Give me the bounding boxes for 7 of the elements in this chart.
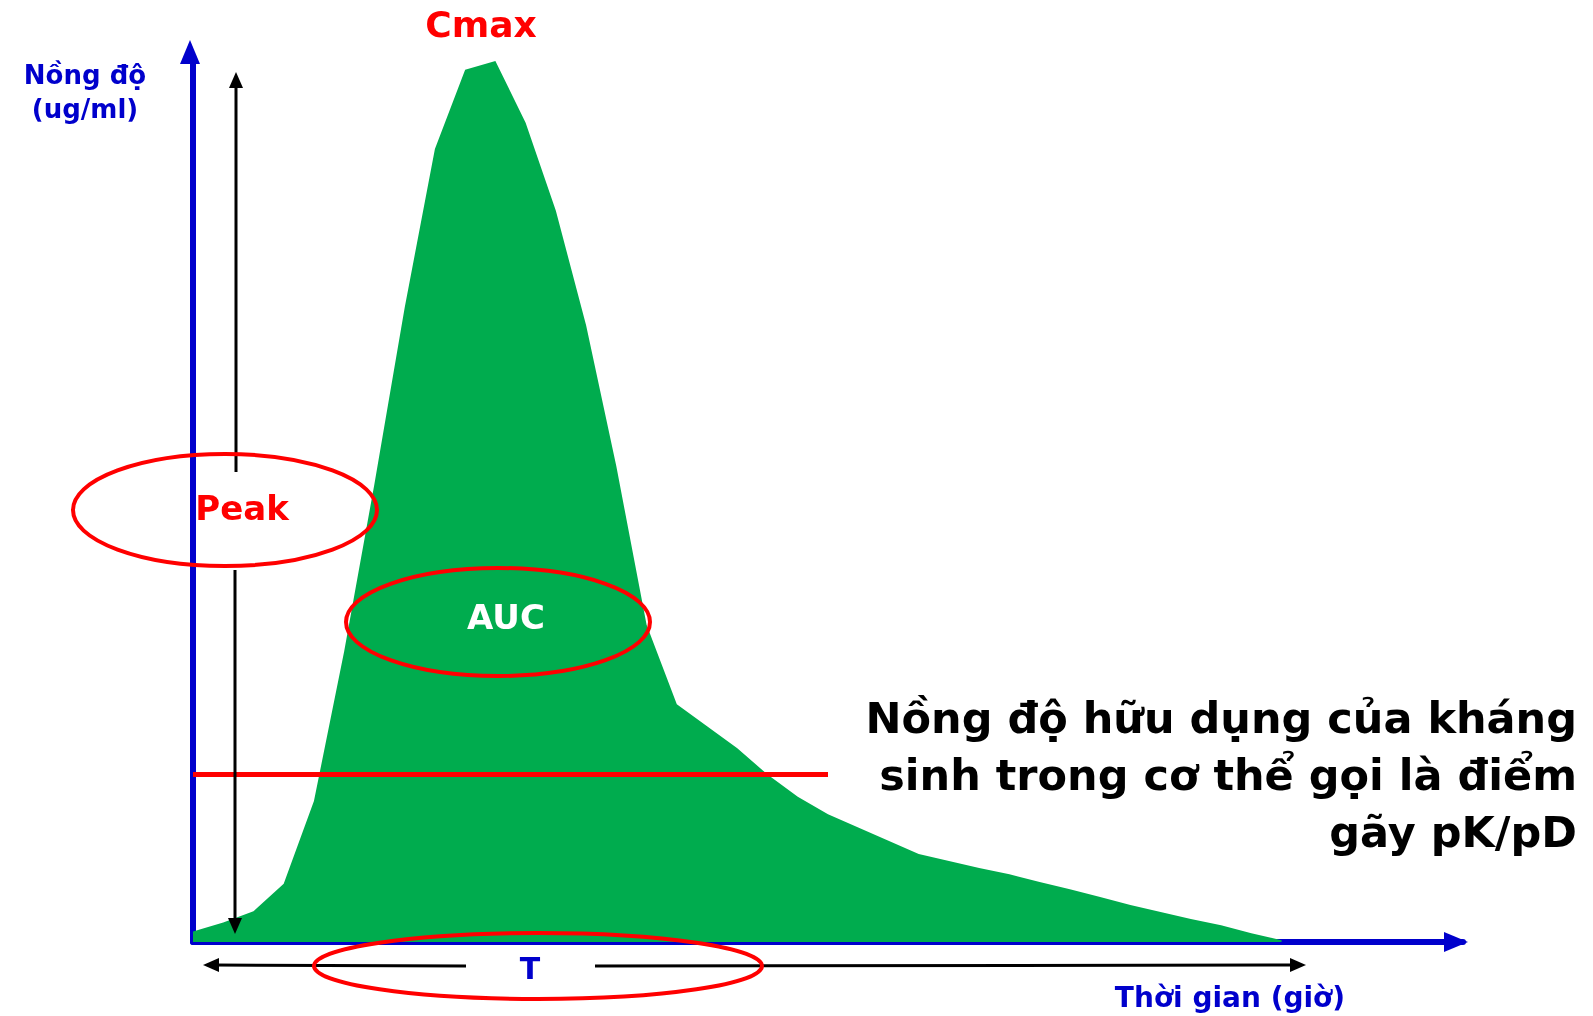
- annotation: AUC: [467, 597, 545, 637]
- ref-line-label: Nồng độ hữu dụng của kháng sinh trong cơ thể gọi là điểm gãy pK/pD: [864, 692, 1577, 859]
- text: Cmax: [425, 3, 537, 45]
- annotation: Peak: [195, 488, 291, 528]
- x-axis-title: Thời gian (giờ): [1113, 981, 1347, 1014]
- y-axis-title: Nồng độ (ug/ml): [22, 59, 148, 126]
- text: T: [519, 950, 541, 986]
